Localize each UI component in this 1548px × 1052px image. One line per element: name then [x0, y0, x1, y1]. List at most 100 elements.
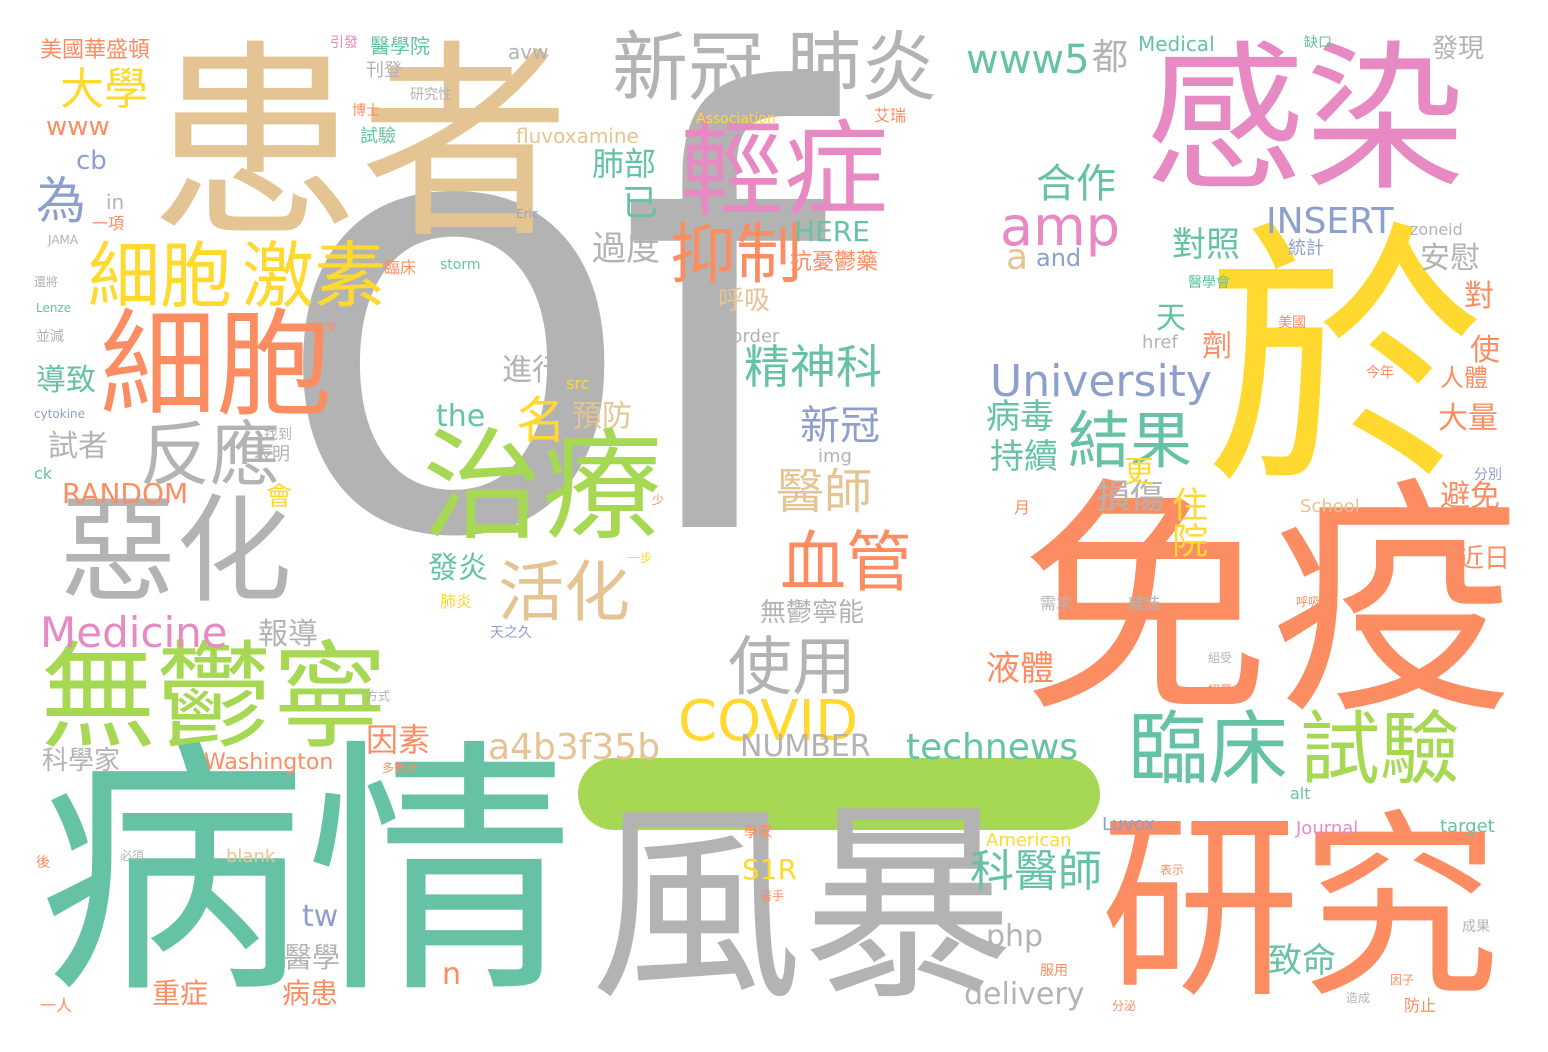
- word-lung: 肺部: [592, 145, 657, 183]
- word-hormone: 激素: [242, 234, 387, 318]
- word-human-body: 人體: [1440, 364, 1488, 392]
- word-name: 名: [516, 392, 566, 450]
- word-cytokine: cytokine: [34, 407, 86, 421]
- word-us-washington: 美國華盛頓: [40, 38, 151, 63]
- word-fluvoxamine: fluvoxamine: [516, 124, 639, 148]
- word-here: HERE: [794, 215, 870, 248]
- word-clinical-2: 臨床: [384, 258, 417, 277]
- word-treatment: 治療: [422, 418, 662, 557]
- word-the: the: [436, 399, 486, 434]
- word-avoid: 避免: [1440, 479, 1500, 514]
- word-magazine: 雜誌: [1128, 594, 1161, 613]
- word-clinical: 臨床: [1128, 703, 1288, 796]
- word-medical: Medical: [1138, 32, 1215, 56]
- word-research: 研究: [1100, 793, 1501, 1026]
- word-blood-vessel: 血管: [780, 524, 912, 601]
- word-to: 對: [1464, 279, 1494, 314]
- word-after: 後: [36, 855, 50, 871]
- word-covid-zh: 新冠: [612, 23, 764, 112]
- word-scientist: 科學家: [42, 746, 121, 776]
- word-pneumonia-2: 肺炎: [440, 592, 473, 611]
- decorative-bar: [578, 758, 1100, 830]
- word-at: 於: [1205, 199, 1485, 525]
- word-result: 結果: [1068, 404, 1193, 477]
- word-dose: 劑: [1202, 329, 1232, 364]
- word-pneumonia: 肺炎: [785, 23, 937, 112]
- word-covid-zh-2: 新冠: [800, 403, 880, 449]
- word-inflammation: 發炎: [428, 551, 488, 586]
- word-amp: amp: [1000, 195, 1120, 258]
- word-month: 月: [1014, 498, 1031, 517]
- word-and: and: [1036, 244, 1082, 272]
- word-fluvoxamine-can: 無鬱寧能: [760, 598, 865, 628]
- word-fatal: 致命: [1268, 941, 1336, 981]
- word-large-amount: 大量: [1438, 401, 1498, 436]
- word-psychiatry: 精神科: [744, 340, 882, 394]
- word-can: 會: [266, 482, 293, 512]
- word-use: 使用: [728, 631, 856, 705]
- word-technews: technews: [906, 727, 1079, 768]
- word-medical-school: 醫學院: [370, 34, 430, 58]
- word-src: src: [566, 374, 590, 393]
- word-school: School: [1300, 496, 1360, 517]
- word-alt: alt: [1290, 784, 1311, 803]
- word-achievement: 成果: [1462, 919, 1490, 935]
- word-insert: INSERT: [1266, 201, 1394, 242]
- word-lenze: Lenze: [36, 301, 72, 315]
- word-factor-2: 因子: [1390, 973, 1415, 987]
- word-find: 找到: [264, 427, 292, 443]
- word-for: 為: [36, 172, 86, 230]
- word-prevent-2: 防止: [1404, 996, 1437, 1015]
- word-maintain: 維持: [384, 221, 412, 237]
- word-and-reduce: 並減: [36, 329, 64, 345]
- word-virus: 病毒: [986, 397, 1054, 437]
- word-href: href: [1142, 332, 1178, 353]
- word-already: 已: [622, 183, 659, 224]
- word-method: 方式: [366, 689, 391, 703]
- word-this-year: 今年: [1366, 365, 1394, 381]
- word-random: RANDOM: [62, 477, 189, 510]
- word-usa: 美國: [1278, 315, 1306, 331]
- word-luvox: Luvox: [1102, 814, 1155, 835]
- word-day: 天: [1156, 301, 1186, 336]
- word-control: 對照: [1172, 225, 1240, 265]
- word-excessive: 過度: [592, 229, 660, 269]
- word-university-zh: 大學: [60, 64, 148, 115]
- word-report: 報導: [258, 617, 318, 652]
- word-n: n: [442, 957, 462, 992]
- word-eric: Eric: [516, 207, 539, 221]
- word-activate: 活化: [498, 554, 630, 631]
- word-inhibit: 抑制: [670, 216, 802, 293]
- word-tw: tw: [302, 899, 339, 934]
- word-statistics: 統計: [1288, 238, 1324, 259]
- word-cell: 細胞: [100, 298, 332, 433]
- word-avw: avw: [508, 40, 549, 64]
- word-target: target: [1440, 816, 1495, 837]
- word-phd: 博士: [352, 103, 380, 119]
- word-publish: 刊登: [366, 60, 402, 81]
- word-border: border: [720, 326, 780, 347]
- word-cause: 造成: [1346, 991, 1371, 1005]
- word-medical-association: 醫學會: [1188, 275, 1230, 291]
- word-storm: 風暴: [590, 782, 1014, 1029]
- word-gap: 缺口: [1304, 35, 1332, 51]
- word-start: 著手: [760, 889, 785, 903]
- word-make: 使: [1470, 333, 1500, 368]
- word-cell-2: 細胞: [88, 234, 233, 318]
- word-state: 表示: [1160, 863, 1185, 877]
- word-s1r: S1R: [742, 853, 798, 886]
- word-www: www: [46, 112, 110, 142]
- word-worsen: 惡化: [60, 484, 292, 619]
- word-continue: 持續: [990, 437, 1058, 477]
- word-demand: 需求: [1040, 594, 1073, 613]
- word-ck: ck: [34, 464, 53, 483]
- word-will: 還將: [34, 275, 59, 289]
- word-proceed: 進行: [502, 353, 562, 388]
- word-jama: JAMA: [48, 233, 79, 247]
- word-storm-en: storm: [440, 257, 481, 273]
- word-recruit: 招募: [1208, 683, 1233, 697]
- word-medicine: Medicine: [40, 608, 228, 657]
- word-american: American: [986, 830, 1072, 851]
- word-this-time: 本次: [312, 321, 337, 335]
- word-ventilator: 呼吸器: [1296, 595, 1333, 609]
